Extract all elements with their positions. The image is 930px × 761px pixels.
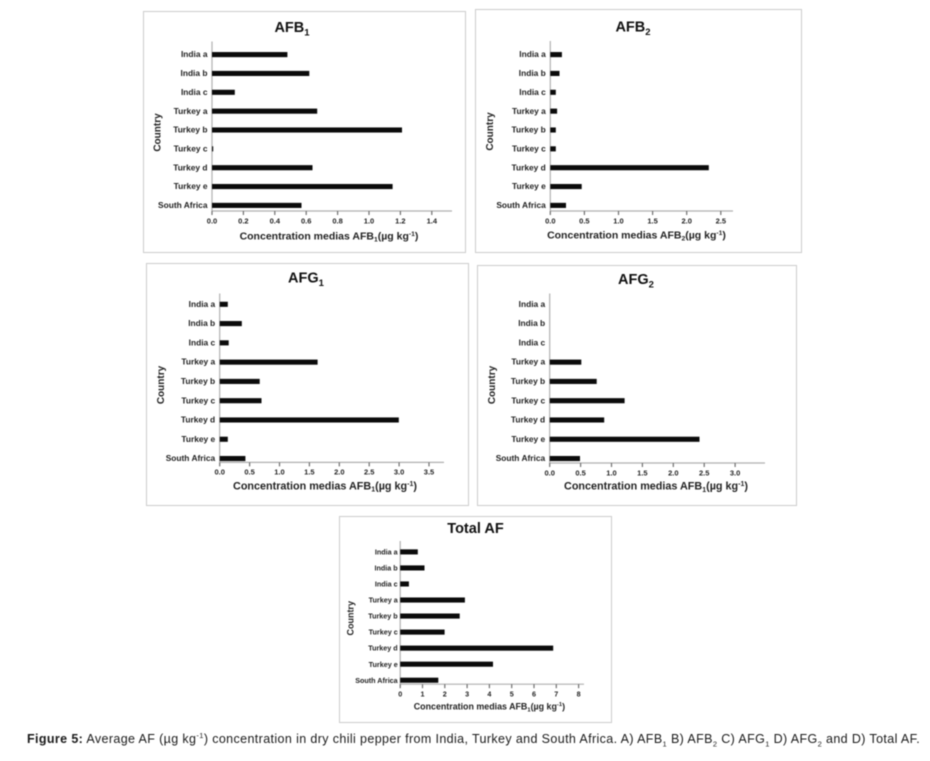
- svg-text:India c: India c: [181, 87, 208, 97]
- svg-text:1.2: 1.2: [395, 216, 405, 225]
- svg-text:South Africa: South Africa: [496, 453, 546, 463]
- svg-text:India a: India a: [181, 49, 208, 59]
- svg-text:8: 8: [577, 690, 581, 699]
- svg-text:0: 0: [398, 690, 402, 699]
- svg-text:Turkey a: Turkey a: [511, 357, 545, 367]
- svg-text:2.0: 2.0: [668, 468, 678, 477]
- svg-text:Turkey c: Turkey c: [511, 395, 545, 405]
- svg-text:Turkey d: Turkey d: [181, 415, 215, 425]
- svg-text:India b: India b: [375, 564, 399, 573]
- svg-text:2.0: 2.0: [334, 468, 344, 477]
- svg-text:0.2: 0.2: [238, 216, 248, 225]
- svg-text:Turkey c: Turkey c: [174, 143, 208, 153]
- svg-text:0.4: 0.4: [270, 216, 281, 225]
- svg-text:India b: India b: [181, 68, 208, 78]
- svg-text:1.5: 1.5: [304, 468, 314, 477]
- svg-text:0.5: 0.5: [244, 468, 254, 477]
- svg-text:2.5: 2.5: [364, 468, 374, 477]
- svg-text:Turkey d: Turkey d: [173, 162, 207, 172]
- svg-text:South Africa: South Africa: [158, 200, 208, 210]
- svg-text:Concentration medias AFB1(µg k: Concentration medias AFB1(µg kg-1): [564, 481, 748, 494]
- svg-text:India a: India a: [189, 299, 216, 309]
- svg-text:Turkey b: Turkey b: [511, 376, 545, 386]
- svg-text:1: 1: [421, 690, 425, 699]
- svg-text:India c: India c: [375, 580, 398, 589]
- svg-text:0.0: 0.0: [207, 216, 217, 225]
- svg-text:0.8: 0.8: [332, 216, 342, 225]
- svg-text:Turkey c: Turkey c: [512, 143, 546, 153]
- svg-text:AFB2: AFB2: [615, 20, 650, 39]
- svg-text:1.0: 1.0: [606, 468, 616, 477]
- svg-text:South Africa: South Africa: [166, 453, 216, 463]
- svg-text:2.5: 2.5: [716, 216, 726, 225]
- svg-text:Turkey b: Turkey b: [173, 125, 207, 135]
- svg-text:South Africa: South Africa: [355, 676, 398, 685]
- svg-text:0.0: 0.0: [544, 468, 554, 477]
- svg-text:Turkey c: Turkey c: [181, 395, 215, 405]
- svg-text:1.0: 1.0: [613, 216, 623, 225]
- svg-text:Turkey b: Turkey b: [181, 376, 215, 386]
- svg-text:6: 6: [532, 690, 536, 699]
- svg-text:India c: India c: [189, 338, 216, 348]
- svg-text:Turkey e: Turkey e: [174, 181, 208, 191]
- svg-text:India c: India c: [519, 87, 546, 97]
- svg-text:1.5: 1.5: [637, 468, 647, 477]
- svg-text:3.0: 3.0: [394, 468, 404, 477]
- svg-text:Turkey e: Turkey e: [512, 181, 546, 191]
- svg-text:Turkey e: Turkey e: [511, 434, 545, 444]
- svg-text:Turkey a: Turkey a: [181, 357, 215, 367]
- svg-text:1.4: 1.4: [427, 216, 438, 225]
- svg-text:India a: India a: [375, 548, 399, 557]
- svg-text:Country: Country: [153, 113, 164, 152]
- svg-text:Turkey b: Turkey b: [512, 125, 546, 135]
- svg-text:Turkey e: Turkey e: [181, 434, 215, 444]
- svg-text:AFG2: AFG2: [618, 272, 654, 291]
- svg-text:Turkey a: Turkey a: [174, 106, 208, 116]
- svg-text:Concentration medias AFB1(µg k: Concentration medias AFB1(µg kg-1): [414, 701, 565, 713]
- svg-text:Turkey a: Turkey a: [369, 596, 399, 605]
- svg-text:7: 7: [554, 690, 558, 699]
- svg-text:Turkey c: Turkey c: [369, 628, 398, 637]
- svg-text:Turkey d: Turkey d: [511, 415, 545, 425]
- svg-text:4: 4: [487, 690, 491, 699]
- svg-text:2.5: 2.5: [699, 468, 709, 477]
- svg-text:3.0: 3.0: [730, 468, 740, 477]
- svg-text:3: 3: [465, 690, 469, 699]
- svg-text:Concentration medias AFB1(µg k: Concentration medias AFB1(µg kg-1): [233, 480, 417, 493]
- svg-text:Country: Country: [485, 112, 496, 151]
- svg-text:0.5: 0.5: [575, 468, 585, 477]
- svg-text:Turkey d: Turkey d: [368, 644, 397, 653]
- svg-text:0.0: 0.0: [545, 216, 555, 225]
- svg-text:India b: India b: [188, 318, 215, 328]
- svg-text:Country: Country: [156, 365, 167, 404]
- svg-text:3.5: 3.5: [424, 468, 434, 477]
- svg-text:AFB1: AFB1: [274, 20, 310, 39]
- svg-text:Turkey d: Turkey d: [512, 162, 546, 172]
- svg-text:0.6: 0.6: [301, 216, 311, 225]
- svg-text:Turkey e: Turkey e: [369, 660, 398, 669]
- svg-text:1.0: 1.0: [274, 468, 284, 477]
- svg-text:0.0: 0.0: [214, 468, 224, 477]
- svg-text:2.0: 2.0: [681, 216, 691, 225]
- svg-text:0.5: 0.5: [579, 216, 589, 225]
- svg-text:India b: India b: [519, 68, 546, 78]
- svg-text:1.5: 1.5: [647, 216, 657, 225]
- svg-text:Turkey b: Turkey b: [368, 612, 398, 621]
- svg-text:Concentration medias AFB1(µg k: Concentration medias AFB1(µg kg-1): [240, 231, 419, 244]
- svg-text:Country: Country: [345, 601, 355, 636]
- svg-text:India a: India a: [519, 299, 546, 309]
- svg-text:5: 5: [510, 690, 514, 699]
- svg-text:2: 2: [443, 690, 447, 699]
- svg-text:India a: India a: [519, 49, 546, 59]
- svg-text:AFG1: AFG1: [288, 271, 325, 290]
- svg-text:Total AF: Total AF: [447, 521, 504, 537]
- svg-text:Turkey a: Turkey a: [512, 106, 546, 116]
- svg-text:India b: India b: [518, 318, 545, 328]
- svg-text:South Africa: South Africa: [496, 200, 546, 210]
- svg-text:Country: Country: [487, 365, 498, 404]
- svg-text:India c: India c: [519, 338, 546, 348]
- svg-text:Concentration medias AFB2(µg k: Concentration medias AFB2(µg kg-1): [547, 230, 726, 243]
- svg-text:1.0: 1.0: [364, 216, 374, 225]
